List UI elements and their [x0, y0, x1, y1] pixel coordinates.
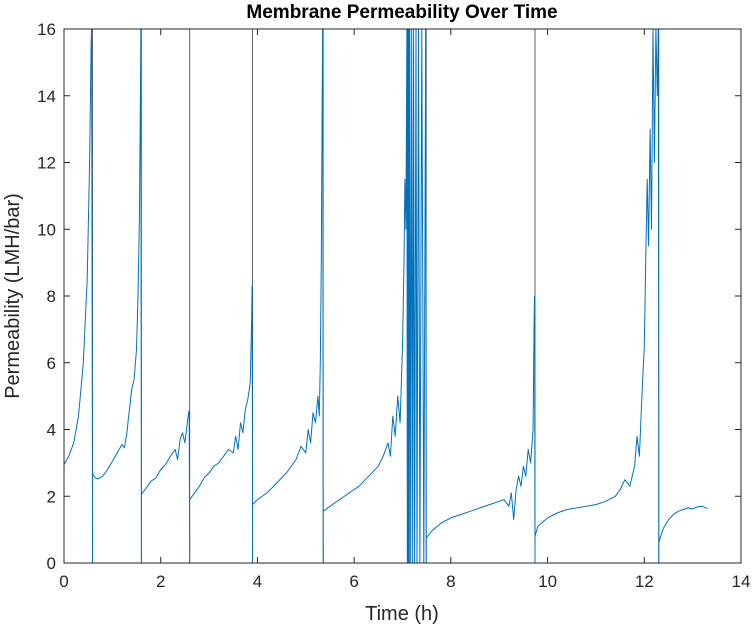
series-line-segment-13: [425, 295, 535, 539]
series-line-segment-4: [140, 29, 142, 563]
x-tick-label: 12: [635, 572, 654, 591]
x-tick-label: 14: [732, 572, 751, 591]
x-tick-label: 6: [349, 572, 358, 591]
y-axis-label: Permeability (LMH/bar): [2, 193, 24, 399]
x-tick-label: 0: [59, 572, 68, 591]
series-line-segment-11: [322, 29, 427, 563]
x-tick-label: 2: [156, 572, 165, 591]
series-line-segment-2: [91, 29, 93, 563]
series-line-segment-1: [64, 29, 93, 465]
series-line-segment-12: [425, 29, 427, 563]
x-tick-label: 4: [253, 572, 262, 591]
y-tick-label: 16: [37, 20, 56, 39]
series-line-segment-9: [252, 29, 324, 505]
series-line-segment-15: [534, 29, 659, 537]
series-line-segment-14: [534, 295, 536, 563]
y-tick-label: 12: [37, 154, 56, 173]
series-line-segment-7: [189, 285, 253, 500]
series-line-segment-16: [657, 29, 660, 563]
x-tick-label: 10: [538, 572, 557, 591]
series-line-segment-3: [92, 29, 142, 480]
x-axis: 0 2 4 6 8 10 12 14: [59, 29, 750, 591]
series-line-segment-6: [188, 412, 191, 563]
y-tick-label: 14: [37, 87, 56, 106]
y-tick-label: 0: [47, 554, 56, 573]
y-tick-label: 10: [37, 220, 56, 239]
y-tick-label: 4: [47, 421, 56, 440]
chart-title: Membrane Permeability Over Time: [246, 2, 557, 23]
y-tick-label: 8: [47, 287, 56, 306]
y-tick-label: 6: [47, 354, 56, 373]
series-line-segment-17: [658, 505, 708, 544]
plot-area: [64, 29, 741, 563]
series-group: [64, 29, 708, 563]
x-axis-label: Time (h): [365, 603, 439, 625]
series-line-segment-5: [140, 410, 190, 495]
y-tick-label: 2: [47, 487, 56, 506]
x-tick-label: 8: [446, 572, 455, 591]
series-line-segment-8: [251, 285, 254, 563]
series-line-segment-10: [322, 29, 324, 563]
y-axis: 0 2 4 6 8 10 12 14 16: [37, 20, 741, 573]
